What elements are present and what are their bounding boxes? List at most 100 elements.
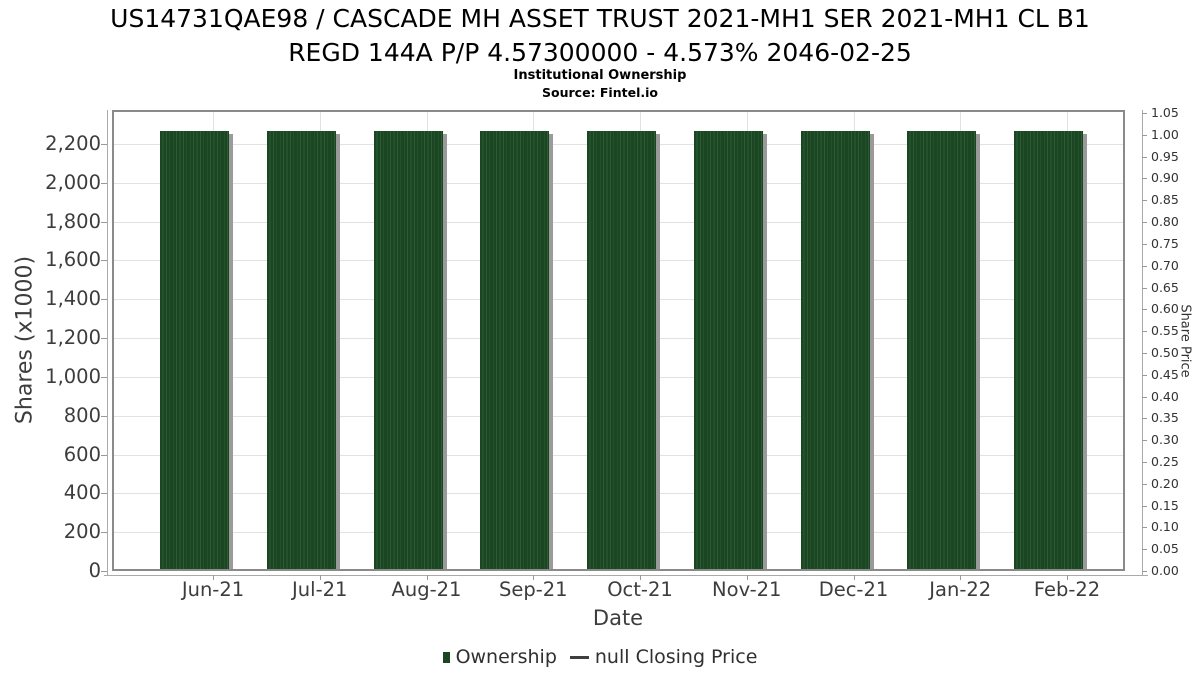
y-axis-tick-label: 200: [63, 520, 101, 544]
ownership-bar-jun-21[interactable]: [160, 131, 229, 571]
legend: Ownership null Closing Price: [0, 644, 1200, 670]
bar-shadow: [976, 134, 981, 571]
chart-title-line1: US14731QAE98 / CASCADE MH ASSET TRUST 20…: [110, 4, 1090, 33]
right-tick-mark: [1142, 331, 1147, 333]
right-axis-tick-label: 0.95: [1151, 148, 1179, 164]
right-axis-tick-label: 0.80: [1151, 214, 1179, 230]
ownership-bar-jul-21[interactable]: [266, 131, 336, 571]
right-axis-tick-label: 0.35: [1151, 410, 1179, 426]
bottom-axis-line: [104, 575, 1148, 576]
right-axis-tick-label: 0.30: [1151, 432, 1179, 448]
bar-shadow: [762, 134, 767, 571]
right-tick-mark: [1142, 549, 1147, 551]
left-tick-mark: [101, 415, 107, 417]
right-tick-mark: [1142, 113, 1147, 115]
right-tick-mark: [1142, 287, 1147, 289]
right-axis-tick-label: 0.45: [1151, 366, 1179, 382]
ownership-bar-dec-21[interactable]: [800, 131, 870, 571]
bar-shadow: [335, 134, 340, 571]
left-tick-mark: [101, 221, 107, 223]
x-axis-tick-label: Oct-21: [607, 578, 673, 601]
right-tick-mark: [1142, 200, 1147, 202]
bar-shadow: [1083, 134, 1087, 571]
x-axis-tick-label: Feb-22: [1033, 578, 1101, 601]
right-axis-tick-label: 0.90: [1151, 170, 1179, 186]
left-tick-mark: [101, 182, 107, 184]
x-axis-tick-label: Jun-21: [181, 578, 245, 601]
right-tick-mark: [1142, 396, 1147, 398]
right-tick-mark: [1142, 178, 1147, 180]
left-tick-mark: [101, 299, 107, 301]
y-axis-tick-label: 400: [63, 481, 101, 505]
y-axis-tick-label: 2,200: [45, 131, 101, 155]
x-tick-mark: [213, 575, 214, 580]
y-axis-tick-label: 800: [63, 403, 101, 427]
x-axis-tick-label: Nov-21: [712, 578, 782, 601]
legend-item-null-closing-price[interactable]: null Closing Price: [569, 646, 758, 668]
right-tick-mark: [1142, 309, 1147, 311]
right-axis-tick-label: 0.40: [1151, 388, 1179, 404]
ownership-bar-feb-22[interactable]: [1014, 131, 1083, 571]
x-tick-mark: [640, 575, 641, 580]
ownership-bar-sep-21[interactable]: [480, 131, 550, 571]
right-axis-tick-label: 0.75: [1151, 235, 1179, 251]
right-axis-tick-label: 0.55: [1151, 323, 1179, 339]
x-axis-tick-label: Jul-21: [292, 578, 348, 601]
chart-source-credit: Source: Fintel.io: [542, 85, 658, 100]
right-tick-mark: [1142, 527, 1147, 529]
plot-area: [112, 110, 1125, 571]
bar-shadow: [229, 134, 233, 571]
right-axis-line: [1142, 110, 1143, 575]
right-axis-tick-label: 0.65: [1151, 279, 1179, 295]
right-tick-mark: [1142, 440, 1147, 442]
right-tick-mark: [1142, 265, 1147, 267]
right-tick-mark: [1142, 461, 1147, 463]
x-axis-tick-label: Aug-21: [391, 578, 462, 601]
bar-shadow: [869, 134, 874, 571]
ownership-bar-oct-21[interactable]: [587, 131, 656, 571]
bar-shadow: [656, 134, 660, 571]
ownership-bar-nov-21[interactable]: [693, 131, 763, 571]
right-axis-tick-label: 0.00: [1151, 563, 1179, 578]
right-tick-mark: [1142, 222, 1147, 224]
right-tick-mark: [1142, 134, 1147, 136]
chart-subtitle: Institutional Ownership: [513, 68, 687, 83]
right-axis-tick-label: 0.25: [1151, 453, 1179, 469]
legend-line-icon: [569, 655, 589, 659]
right-axis-tick-label: 0.15: [1151, 497, 1179, 513]
left-tick-mark: [101, 454, 107, 456]
ownership-bar-jan-22[interactable]: [907, 131, 977, 571]
bar-shadow: [549, 134, 554, 571]
y-axis-tick-label: 0: [88, 559, 101, 582]
chart-title-line2: REGD 144A P/P 4.57300000 - 4.573% 2046-0…: [288, 38, 912, 67]
bar-shadow: [442, 134, 447, 571]
legend-label: Ownership: [455, 646, 557, 668]
right-axis-tick-label: 0.20: [1151, 475, 1179, 491]
x-tick-mark: [853, 575, 855, 580]
y-axis-tick-label: 1,800: [45, 209, 101, 233]
legend-label: null Closing Price: [594, 646, 758, 668]
left-tick-mark: [101, 260, 107, 262]
right-tick-mark: [1142, 505, 1147, 507]
left-tick-mark: [101, 571, 107, 572]
left-tick-mark: [101, 532, 107, 534]
left-tick-mark: [101, 338, 107, 340]
x-axis-tick-label: Dec-21: [818, 578, 889, 601]
right-axis-tick-label: 0.50: [1151, 344, 1179, 360]
left-axis-line: [107, 110, 108, 575]
right-axis-tick-label: 0.05: [1151, 541, 1179, 557]
right-axis-tick-label: 0.70: [1151, 257, 1179, 273]
x-tick-mark: [426, 575, 428, 580]
ownership-bar-aug-21[interactable]: [373, 131, 443, 571]
legend-item-ownership[interactable]: Ownership: [442, 646, 557, 668]
left-tick-mark: [101, 143, 107, 145]
y-axis-tick-label: 1,400: [45, 287, 101, 311]
right-axis-tick-label: 1.00: [1151, 126, 1179, 142]
left-tick-mark: [101, 493, 107, 495]
x-tick-mark: [746, 575, 748, 580]
right-axis-tick-label: 1.05: [1151, 105, 1179, 121]
chart-title: US14731QAE98 / CASCADE MH ASSET TRUST 20…: [0, 2, 1200, 70]
x-axis-tick-label: Jan-22: [929, 578, 992, 601]
y-axis-tick-label: 2,000: [45, 170, 101, 194]
right-tick-mark: [1142, 156, 1147, 158]
